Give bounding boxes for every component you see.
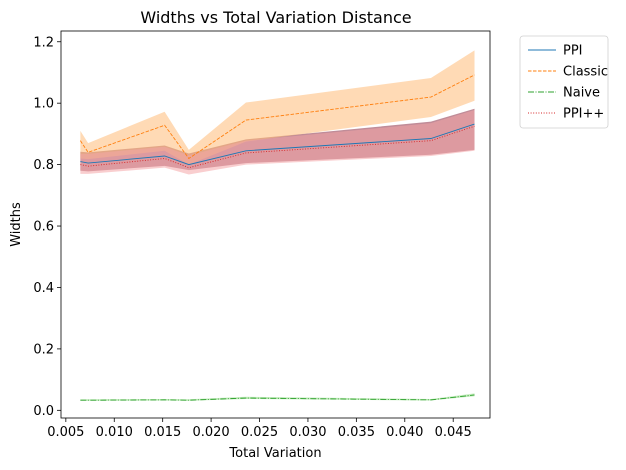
y-axis-title: Widths — [9, 202, 24, 247]
line-naive — [80, 394, 475, 401]
y-axis: 0.0 0.2 0.4 0.6 0.8 1.0 1.2 — [33, 35, 61, 419]
x-tick-label: 0.040 — [386, 425, 423, 440]
x-axis-title: Total Variation — [228, 446, 321, 461]
y-tick-label: 0.0 — [33, 404, 54, 419]
x-tick-label: 0.010 — [96, 425, 133, 440]
x-tick-label: 0.035 — [338, 425, 375, 440]
y-tick-label: 0.2 — [33, 342, 54, 357]
legend-label-naive: Naive — [563, 86, 600, 101]
band-classic — [80, 50, 475, 165]
chart-title: Widths vs Total Variation Distance — [140, 8, 411, 27]
y-tick-label: 0.8 — [33, 158, 54, 173]
line-ppi — [80, 123, 475, 166]
legend-label-ppi: PPI — [563, 44, 583, 59]
x-tick-label: 0.015 — [144, 425, 181, 440]
plot-area-frame — [60, 30, 491, 419]
x-tick-label: 0.005 — [47, 425, 84, 440]
band-ppiplusplus — [80, 109, 475, 175]
series-lines — [79, 74, 475, 401]
x-axis: 0.005 0.010 0.015 0.020 0.025 0.030 0.035 0.040… — [47, 418, 472, 440]
x-tick-label: 0.020 — [192, 425, 229, 440]
confidence-bands — [80, 50, 475, 401]
y-tick-label: 1.2 — [33, 35, 54, 50]
line-classic — [79, 74, 475, 160]
y-tick-label: 0.4 — [33, 281, 54, 296]
y-tick-label: 0.6 — [33, 220, 54, 235]
line-ppiplusplus — [80, 125, 475, 169]
x-tick-label: 0.030 — [289, 425, 326, 440]
legend-label-classic: Classic — [563, 65, 608, 80]
legend-label-ppiplusplus: PPI++ — [563, 107, 604, 122]
x-tick-label: 0.045 — [435, 425, 472, 440]
legend: PPI Classic Naive PPI++ — [519, 35, 609, 129]
y-tick-label: 1.0 — [33, 97, 54, 112]
x-tick-label: 0.025 — [241, 425, 278, 440]
legend-frame — [519, 35, 609, 129]
